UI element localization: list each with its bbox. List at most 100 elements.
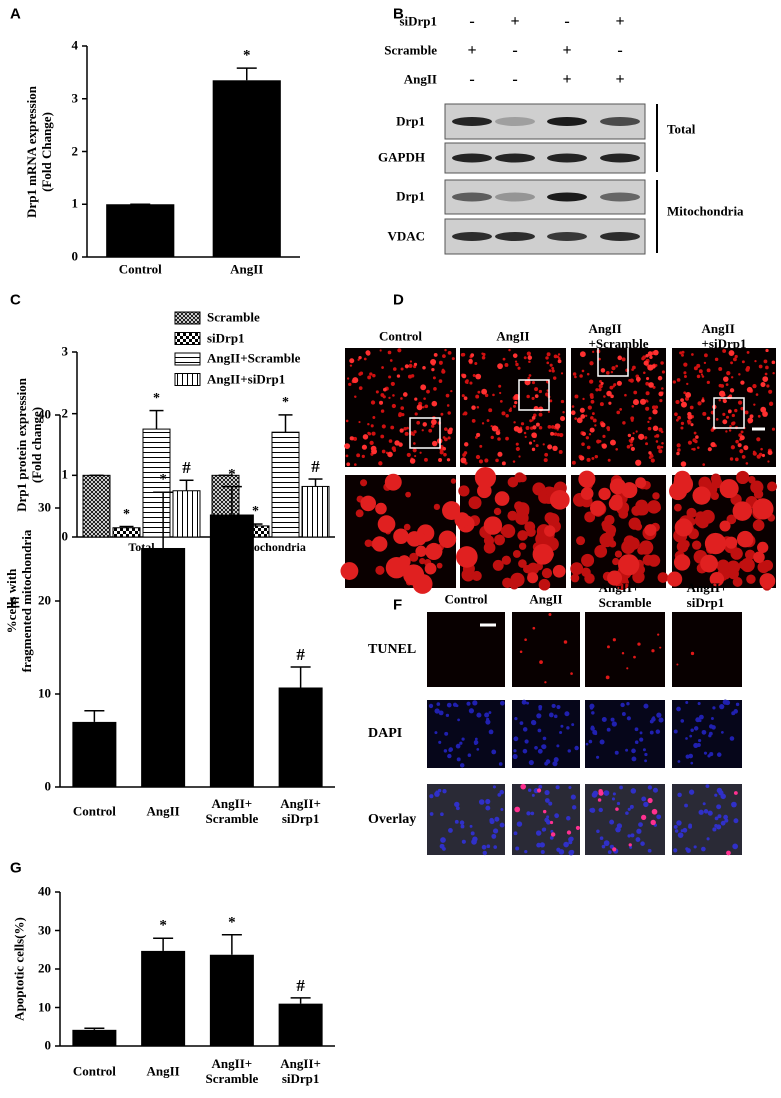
cell-signal (736, 530, 754, 548)
cell-signal (599, 836, 604, 841)
cell-signal (688, 823, 692, 828)
cell-signal (655, 729, 661, 734)
cell-signal (419, 451, 422, 454)
cell-signal (566, 830, 572, 835)
cell-signal (599, 402, 604, 407)
cell-signal (476, 432, 481, 438)
cell-signal (537, 748, 543, 754)
cell-signal (557, 353, 561, 356)
cell-signal (531, 432, 537, 438)
cell-signal (598, 357, 601, 361)
cell-signal (526, 351, 531, 356)
cell-signal (625, 811, 629, 815)
cell-signal (524, 739, 529, 744)
cell-signal (531, 381, 536, 385)
cell-signal (718, 383, 723, 388)
cell-signal (598, 807, 603, 813)
cell-signal (767, 481, 777, 492)
cell-signal (745, 367, 750, 372)
cell-signal (502, 357, 506, 361)
cell-signal (346, 377, 350, 380)
significance-mark: * (228, 465, 236, 482)
cell-signal (635, 477, 647, 489)
cell-signal (581, 567, 591, 578)
cell-signal (344, 443, 351, 450)
cell-signal (498, 384, 502, 388)
cell-signal (601, 520, 611, 529)
cell-signal (612, 557, 620, 566)
cell-signal (750, 480, 764, 494)
cell-signal (698, 809, 704, 815)
band-label: VDAC (387, 228, 425, 244)
cell-signal (633, 390, 638, 395)
cell-signal (644, 759, 648, 763)
cell-signal (676, 540, 689, 553)
cell-signal (589, 808, 594, 813)
cell-signal (364, 539, 373, 548)
cell-signal (698, 369, 703, 374)
cell-signal (678, 475, 692, 489)
cell-signal (542, 809, 547, 814)
zoom-box (713, 397, 745, 429)
cell-signal (345, 454, 349, 458)
cell-signal (636, 828, 642, 834)
cell-signal (596, 439, 601, 444)
cell-signal (631, 505, 642, 516)
cell-signal (444, 427, 448, 431)
cell-signal (706, 837, 710, 841)
cell-signal (544, 817, 550, 823)
cell-signal (608, 401, 612, 405)
treatment-sign: + (615, 70, 625, 88)
cell-signal (431, 368, 435, 372)
cell-signal (759, 573, 776, 589)
cell-signal (476, 748, 480, 751)
cell-signal (499, 822, 505, 828)
cell-signal (644, 437, 647, 440)
cell-signal (725, 415, 730, 419)
y-tick-label: 20 (38, 960, 51, 976)
cell-signal (688, 789, 695, 795)
cell-signal (416, 404, 423, 411)
cell-signal (470, 831, 475, 836)
cell-signal (440, 812, 444, 817)
y-axis-label: Drp1 protein expression (Fold change) (14, 377, 44, 512)
cell-signal (761, 559, 774, 572)
cell-signal (692, 540, 702, 550)
micrograph (672, 700, 742, 768)
cell-signal (732, 843, 739, 850)
cell-signal (358, 355, 362, 360)
cell-signal (753, 403, 756, 406)
cell-signal (705, 784, 710, 788)
cell-signal (468, 496, 482, 510)
cell-signal (652, 492, 660, 500)
cell-signal (445, 713, 450, 718)
y-tick-label: 30 (38, 499, 51, 515)
zoom-box (409, 417, 441, 449)
cell-signal (631, 748, 636, 754)
cell-signal (685, 701, 689, 704)
cell-signal (661, 441, 664, 445)
cell-signal (638, 822, 643, 828)
cell-signal (528, 360, 531, 364)
cell-signal (578, 470, 596, 488)
cell-signal (607, 458, 611, 462)
cell-signal (433, 503, 441, 511)
cell-signal (428, 703, 434, 709)
cell-signal (516, 427, 523, 434)
cell-signal (576, 417, 583, 424)
cell-signal (431, 424, 435, 428)
cell-signal (612, 638, 616, 642)
cell-signal (735, 702, 740, 707)
cell-signal (369, 440, 374, 446)
cell-signal (502, 577, 513, 588)
cell-signal (542, 443, 545, 446)
cell-signal (743, 445, 749, 451)
cell-signal (544, 452, 549, 457)
cell-signal (381, 366, 384, 369)
cell-signal (628, 378, 632, 382)
cell-signal (378, 461, 383, 466)
cell-signal (580, 487, 594, 500)
bar (209, 954, 254, 1046)
cell-signal (534, 394, 539, 398)
cell-signal (488, 729, 494, 735)
